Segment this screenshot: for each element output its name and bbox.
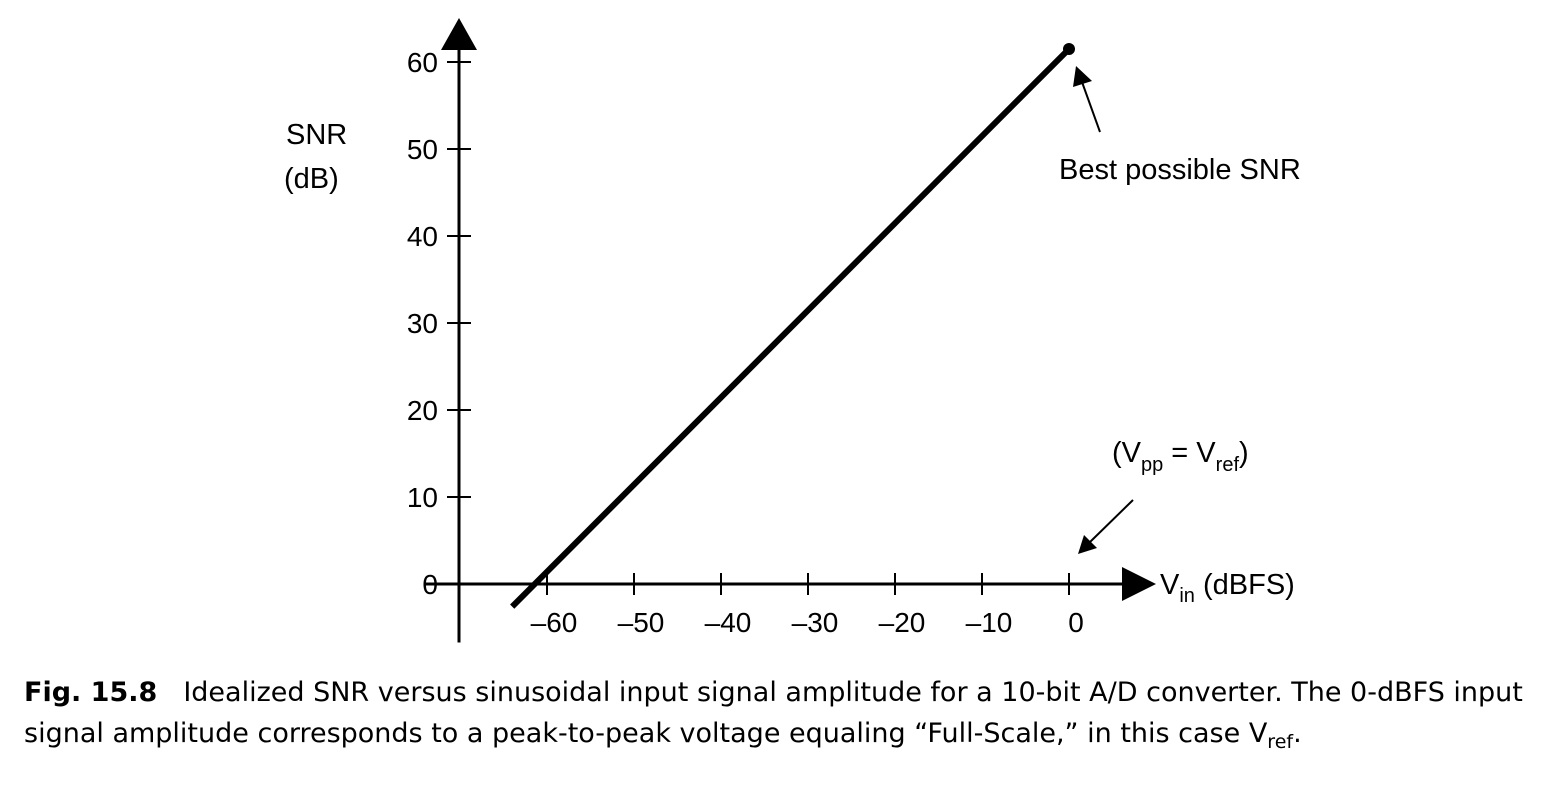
caption-sub: ref	[1267, 731, 1294, 753]
y-tick-label: 20	[407, 395, 438, 426]
x-tick-label: –50	[618, 607, 665, 638]
snr-chart: 0 10 20 30 40 50 60 –60 –50 –40 –30 –20 –10 0 SNR (dB…	[284, 18, 1301, 643]
vpp-sub: pp	[1141, 454, 1163, 476]
vpp-open: (V	[1112, 437, 1142, 469]
best-snr-arrowhead	[1073, 66, 1092, 87]
best-snr-point	[1063, 42, 1075, 55]
labels: SNR (dB) Vin (dBFS) Best possible SNR (V…	[284, 119, 1301, 607]
vpp-arrowhead	[1078, 535, 1097, 554]
x-tick-label: –60	[531, 607, 578, 638]
y-tick-label: 60	[407, 47, 438, 78]
vpp-close: )	[1239, 437, 1249, 469]
annotation-arrows	[1073, 66, 1134, 554]
y-axis-title-line2: (dB)	[284, 163, 339, 195]
best-snr-label: Best possible SNR	[1059, 154, 1301, 186]
x-tick-label: –30	[792, 607, 839, 638]
figure-caption: Fig. 15.8 Idealized SNR versus sinusoidal…	[24, 672, 1544, 754]
caption-end: .	[1293, 718, 1302, 749]
x-axis-title-sub: in	[1179, 585, 1195, 607]
x-axis-title: Vin (dBFS)	[1160, 569, 1295, 607]
x-tick-label: –10	[966, 607, 1013, 638]
x-axis-title-unit: (dBFS)	[1195, 569, 1295, 601]
x-tick-label: 0	[1068, 607, 1084, 638]
y-tick-label: 30	[407, 308, 438, 339]
y-tick-label: 0	[422, 569, 438, 600]
vref-sub: ref	[1216, 454, 1240, 476]
best-snr-arrow-shaft	[1081, 81, 1101, 133]
y-tick-label: 50	[407, 134, 438, 165]
y-axis-arrowhead	[441, 18, 477, 50]
caption-text: Idealized SNR versus sinusoidal input si…	[24, 677, 1523, 749]
x-axis-arrowhead	[1122, 567, 1156, 601]
vpp-eq: = V	[1163, 437, 1216, 469]
x-tick-label: –20	[879, 607, 926, 638]
y-tick-label: 40	[407, 221, 438, 252]
y-axis-title-line1: SNR	[286, 119, 347, 151]
vpp-vref-label: (Vpp = Vref)	[1112, 437, 1249, 476]
x-axis-title-main: V	[1160, 569, 1180, 601]
figure-label: Fig. 15.8	[24, 677, 158, 708]
series	[510, 42, 1075, 609]
snr-line	[510, 46, 1072, 609]
vpp-arrow-shaft	[1089, 499, 1134, 543]
axes	[424, 18, 1156, 643]
ticks: 0 10 20 30 40 50 60 –60 –50 –40 –30 –20 –10 0	[407, 47, 1084, 638]
y-tick-label: 10	[407, 482, 438, 513]
x-tick-label: –40	[705, 607, 752, 638]
